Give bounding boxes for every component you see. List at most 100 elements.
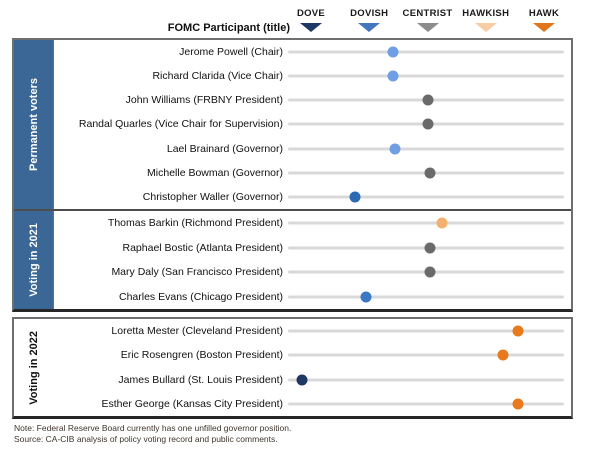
stance-plot [288, 112, 571, 136]
participant-row: Michelle Bowman (Governor) [54, 161, 571, 185]
stance-dot [296, 374, 308, 386]
participant-name: Raphael Bostic (Atlanta President) [122, 241, 284, 254]
participant-name: Charles Evans (Chicago President) [119, 290, 283, 303]
scale-category-label: DOVE [296, 8, 326, 19]
stance-track [288, 378, 564, 382]
participant-row: Esther George (Kansas City President) [54, 392, 571, 416]
participant-column-header: FOMC Participant (title) [167, 22, 290, 34]
scale-header-dove: DOVE [276, 8, 346, 32]
stance-track [288, 221, 564, 225]
participant-name: Randal Quarles (Vice Chair for Supervisi… [78, 118, 283, 131]
stance-dot [512, 325, 524, 337]
participant-name: Esther George (Kansas City President) [101, 397, 284, 410]
stance-dot [387, 46, 399, 58]
stance-track [288, 329, 564, 333]
participant-name: Richard Clarida (Vice Chair) [152, 70, 283, 83]
group-sidebar: Voting in 2021 [14, 211, 54, 309]
scale-category-label: HAWKISH [462, 8, 510, 19]
participant-name: Mary Daly (San Francisco President) [111, 266, 283, 279]
participant-row: James Bullard (St. Louis President) [54, 368, 571, 392]
stance-dot [349, 191, 361, 203]
stance-plot [288, 236, 571, 261]
participant-row: Christopher Waller (Governor) [54, 185, 571, 209]
stance-dot [422, 94, 433, 106]
source-line: Source: CA-CIB analysis of policy voting… [14, 434, 278, 444]
dovish-marker-icon [358, 23, 381, 32]
stance-dot [424, 266, 436, 278]
stance-dot [436, 217, 448, 229]
stance-plot [288, 319, 571, 343]
participant-name: Eric Rosengren (Boston President) [120, 349, 283, 362]
participant-name: James Bullard (St. Louis President) [118, 373, 283, 386]
participant-name: Thomas Barkin (Richmond President) [107, 217, 283, 230]
stance-track [288, 402, 564, 406]
group-label: Voting in 2022 [28, 330, 40, 405]
stance-plot [288, 260, 571, 285]
stance-dot [422, 118, 433, 130]
participant-name: John Williams (FRBNY President) [125, 94, 283, 107]
rows-container: Jerome Powell (Chair) Richard Clarida (Vi… [54, 40, 571, 209]
section-permanent-voters: Permanent voters Jerome Powell (Chair) Ric… [14, 40, 571, 211]
participant-row: Thomas Barkin (Richmond President) [54, 211, 571, 236]
rows-container: Thomas Barkin (Richmond President) Raphae… [54, 211, 571, 309]
hawk-marker-icon [533, 23, 555, 32]
group-label: Permanent voters [27, 78, 40, 171]
participant-row: Richard Clarida (Vice Chair) [54, 64, 571, 88]
participant-name: Jerome Powell (Chair) [179, 46, 283, 59]
scale-category-label: HAWK [528, 8, 560, 19]
footnotes: Note: Federal Reserve Board currently ha… [14, 423, 291, 445]
stance-track [288, 147, 564, 151]
scale-header-centrist: CENTRIST [393, 8, 463, 32]
scale-header-dovish: DOVISH [334, 8, 404, 32]
stance-plot [288, 211, 571, 236]
stance-dot [389, 143, 401, 155]
scale-header-hawkish: HAWKISH [451, 8, 521, 32]
stance-plot [288, 161, 571, 185]
section-voting-in-2022: Voting in 2022 Loretta Mester (Cleveland … [14, 319, 571, 416]
stance-track [288, 353, 564, 357]
dove-marker-icon [300, 23, 322, 32]
participant-row: John Williams (FRBNY President) [54, 88, 571, 112]
centrist-marker-icon [416, 23, 439, 32]
stance-dot [512, 398, 524, 410]
scale-header-hawk: HAWK [509, 8, 579, 32]
stance-dot [424, 167, 436, 179]
stance-track [288, 195, 564, 199]
group-label: Voting in 2021 [27, 223, 40, 297]
stance-plot [288, 88, 571, 112]
hawkish-marker-icon [474, 23, 497, 32]
participant-name: Michelle Bowman (Governor) [147, 166, 283, 179]
section-voting-in-2021: Voting in 2021 Thomas Barkin (Richmond Pr… [14, 211, 571, 309]
participant-row: Loretta Mester (Cleveland President) [54, 319, 571, 343]
participant-name: Loretta Mester (Cleveland President) [111, 325, 283, 338]
participant-row: Jerome Powell (Chair) [54, 40, 571, 64]
stance-dot [497, 349, 509, 361]
stance-dot [360, 291, 372, 303]
stance-plot [288, 137, 571, 161]
stance-dot [387, 70, 399, 82]
stance-plot [288, 343, 571, 367]
group-sidebar: Permanent voters [14, 40, 54, 209]
participant-row: Eric Rosengren (Boston President) [54, 343, 571, 367]
stance-plot [288, 64, 571, 88]
participant-row: Raphael Bostic (Atlanta President) [54, 236, 571, 261]
stance-plot [288, 285, 571, 310]
rows-container: Loretta Mester (Cleveland President) Eric… [54, 319, 571, 416]
group-sidebar: Voting in 2022 [14, 319, 54, 416]
participant-row: Randal Quarles (Vice Chair for Supervisi… [54, 112, 571, 136]
participant-row: Mary Daly (San Francisco President) [54, 260, 571, 285]
voting-2022-box: Voting in 2022 Loretta Mester (Cleveland … [12, 317, 573, 419]
stance-plot [288, 392, 571, 416]
stance-track [288, 74, 564, 78]
stance-plot [288, 368, 571, 392]
chart-area: Permanent voters Jerome Powell (Chair) Ric… [12, 38, 573, 419]
scale-category-label: DOVISH [350, 8, 389, 19]
participant-row: Lael Brainard (Governor) [54, 137, 571, 161]
stance-track [288, 50, 564, 54]
stance-track [288, 295, 564, 299]
note-line: Note: Federal Reserve Board currently ha… [14, 423, 292, 433]
stance-dot [424, 242, 436, 254]
scale-category-label: CENTRIST [402, 8, 453, 19]
stance-plot [288, 185, 571, 209]
